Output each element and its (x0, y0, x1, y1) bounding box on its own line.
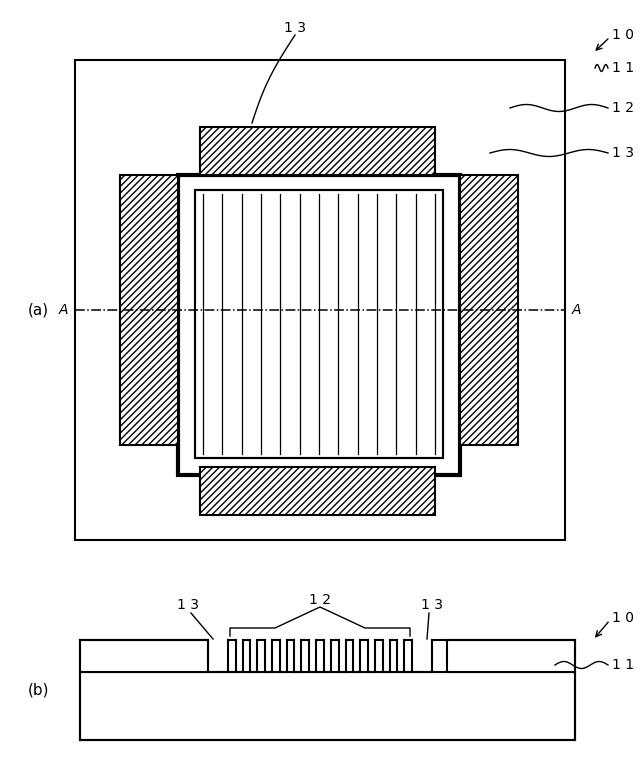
Text: 1 3: 1 3 (612, 146, 634, 160)
Bar (200, 127, 435, 175)
Text: 1 1: 1 1 (612, 61, 634, 75)
Text: A: A (58, 303, 68, 317)
Text: 1 0: 1 0 (612, 611, 634, 625)
Text: 1 3: 1 3 (421, 598, 443, 612)
Bar (195, 190, 443, 458)
Bar (195, 190, 443, 458)
Text: 1 2: 1 2 (612, 101, 634, 115)
Text: 1 0: 1 0 (612, 28, 634, 42)
Bar (460, 175, 518, 445)
Text: 1 1: 1 1 (612, 658, 634, 672)
Text: (a): (a) (28, 302, 49, 318)
Text: 1 2: 1 2 (309, 593, 331, 607)
Bar (120, 175, 178, 445)
Text: A: A (572, 303, 582, 317)
Bar (75, 60, 565, 540)
Text: (b): (b) (28, 683, 49, 697)
Bar (447, 640, 575, 672)
Bar (80, 640, 208, 672)
Bar (178, 175, 460, 475)
Bar (80, 672, 575, 740)
Text: 1 3: 1 3 (284, 21, 306, 35)
Text: 1 3: 1 3 (177, 598, 199, 612)
Bar (200, 467, 435, 515)
